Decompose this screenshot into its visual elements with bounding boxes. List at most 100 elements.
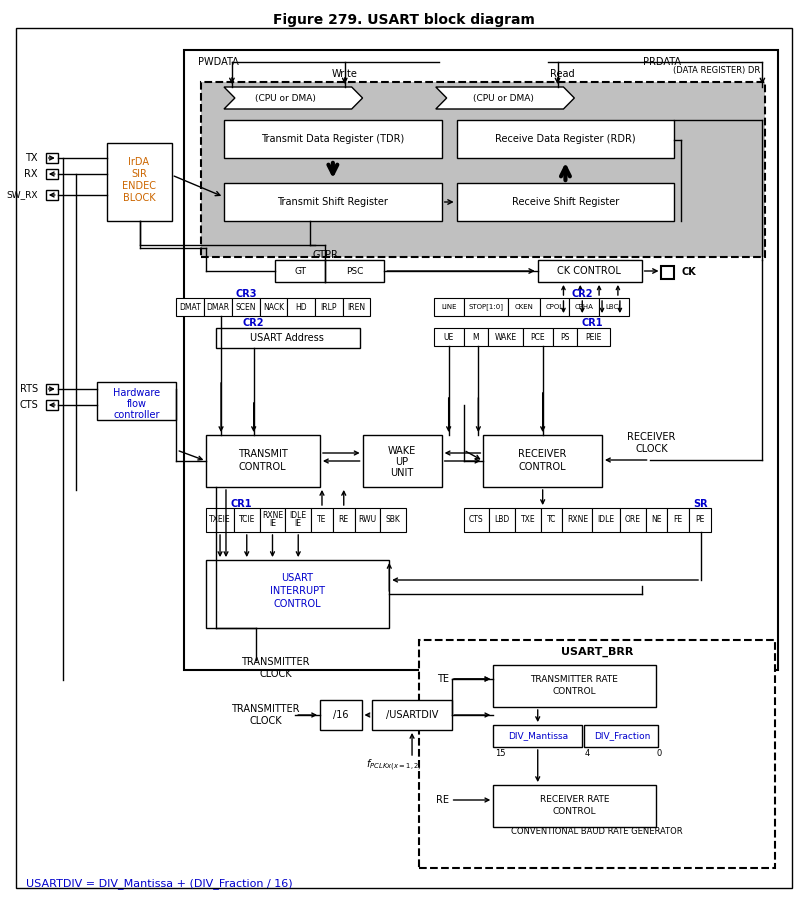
Text: Transmit Data Register (TDR): Transmit Data Register (TDR) (262, 134, 405, 144)
Text: CTS: CTS (469, 516, 484, 525)
Text: NE: NE (651, 516, 662, 525)
Bar (206, 508, 234, 532)
Text: CPOL: CPOL (546, 304, 564, 310)
Text: CLOCK: CLOCK (259, 669, 292, 679)
Bar (562, 508, 592, 532)
Bar (662, 266, 674, 279)
Text: 15: 15 (495, 748, 506, 757)
Bar (493, 785, 657, 827)
Bar (541, 508, 562, 532)
Bar (463, 508, 490, 532)
Text: PWDATA: PWDATA (198, 57, 239, 67)
Text: TE: TE (437, 674, 449, 684)
Bar (232, 298, 260, 316)
Text: RECEIVER: RECEIVER (518, 449, 567, 459)
Bar (463, 298, 508, 316)
Text: UP: UP (395, 457, 409, 467)
Text: Figure 279. USART block diagram: Figure 279. USART block diagram (273, 13, 535, 27)
Text: RWU: RWU (358, 516, 377, 525)
Bar (490, 508, 515, 532)
Bar (354, 508, 380, 532)
Bar (599, 298, 629, 316)
Bar (46, 153, 58, 163)
Text: HD: HD (295, 303, 307, 312)
Bar (620, 508, 646, 532)
Text: PCE: PCE (530, 333, 545, 342)
Text: TRANSMIT: TRANSMIT (238, 449, 287, 459)
Text: PE: PE (695, 516, 705, 525)
Bar (224, 120, 442, 158)
Text: IE: IE (269, 519, 276, 528)
Text: CONTROL: CONTROL (553, 806, 596, 815)
Text: RXNE: RXNE (566, 516, 588, 525)
Text: IREN: IREN (347, 303, 366, 312)
Text: CR3: CR3 (235, 289, 257, 299)
Text: CONVENTIONAL BAUD RATE GENERATOR: CONVENTIONAL BAUD RATE GENERATOR (511, 827, 683, 836)
Bar (234, 508, 260, 532)
Text: TX: TX (26, 153, 38, 163)
Bar (419, 640, 775, 868)
Bar (646, 508, 667, 532)
Text: STOP[1:0]: STOP[1:0] (468, 304, 503, 311)
Text: RE: RE (338, 516, 349, 525)
Text: PS: PS (560, 333, 570, 342)
Text: BLOCK: BLOCK (122, 193, 155, 203)
Text: SIR: SIR (131, 169, 147, 179)
Text: $f_{PCLKx(x=1,2)}$: $f_{PCLKx(x=1,2)}$ (366, 757, 422, 773)
Text: ORE: ORE (625, 516, 641, 525)
Bar (538, 260, 642, 282)
Text: Write: Write (332, 69, 358, 79)
Bar (177, 298, 204, 316)
Text: (DATA REGISTER) DR: (DATA REGISTER) DR (674, 65, 761, 74)
Bar (508, 298, 540, 316)
Bar (493, 725, 582, 747)
Text: CONTROL: CONTROL (238, 462, 286, 472)
Polygon shape (436, 87, 574, 109)
Text: Transmit Shift Register: Transmit Shift Register (278, 197, 388, 207)
Text: controller: controller (114, 410, 160, 420)
Text: DIV_Mantissa: DIV_Mantissa (508, 731, 568, 740)
Text: TRANSMITTER
CLOCK: TRANSMITTER CLOCK (231, 704, 300, 726)
Bar (202, 82, 766, 257)
Bar (342, 298, 370, 316)
Bar (667, 508, 689, 532)
Text: WAKE: WAKE (388, 446, 416, 456)
Text: CONTROL: CONTROL (274, 599, 321, 609)
Text: RTS: RTS (20, 384, 38, 394)
Text: /USARTDIV: /USARTDIV (386, 710, 438, 720)
Bar (46, 190, 58, 200)
Text: IrDA: IrDA (128, 157, 150, 167)
Bar (488, 328, 523, 346)
Text: CR2: CR2 (243, 318, 265, 328)
Bar (185, 50, 778, 670)
Bar (689, 508, 711, 532)
Bar (260, 508, 286, 532)
Text: GTPR: GTPR (312, 250, 338, 260)
Bar (275, 260, 384, 282)
Bar (107, 143, 171, 221)
Text: TRANSMITTER RATE: TRANSMITTER RATE (530, 674, 618, 683)
Bar (483, 435, 602, 487)
Bar (463, 328, 488, 346)
Text: CK: CK (682, 267, 696, 277)
Bar (98, 382, 177, 420)
Bar (592, 508, 620, 532)
Text: (CPU or DMA): (CPU or DMA) (473, 93, 534, 102)
Bar (515, 508, 541, 532)
Bar (204, 298, 232, 316)
Bar (46, 169, 58, 179)
Text: 0: 0 (657, 748, 662, 757)
Text: SCEN: SCEN (235, 303, 256, 312)
Text: RECEIVER: RECEIVER (627, 432, 676, 442)
Text: CTS: CTS (19, 400, 38, 410)
Text: DMAT: DMAT (179, 303, 202, 312)
Bar (434, 328, 463, 346)
Bar (206, 435, 320, 487)
Text: LBCL: LBCL (606, 304, 622, 310)
Bar (457, 183, 674, 221)
Text: INTERRUPT: INTERRUPT (270, 586, 325, 596)
Text: FE: FE (674, 516, 683, 525)
Text: RXNE: RXNE (262, 512, 283, 521)
Text: M: M (473, 333, 479, 342)
Text: SBK: SBK (386, 516, 401, 525)
